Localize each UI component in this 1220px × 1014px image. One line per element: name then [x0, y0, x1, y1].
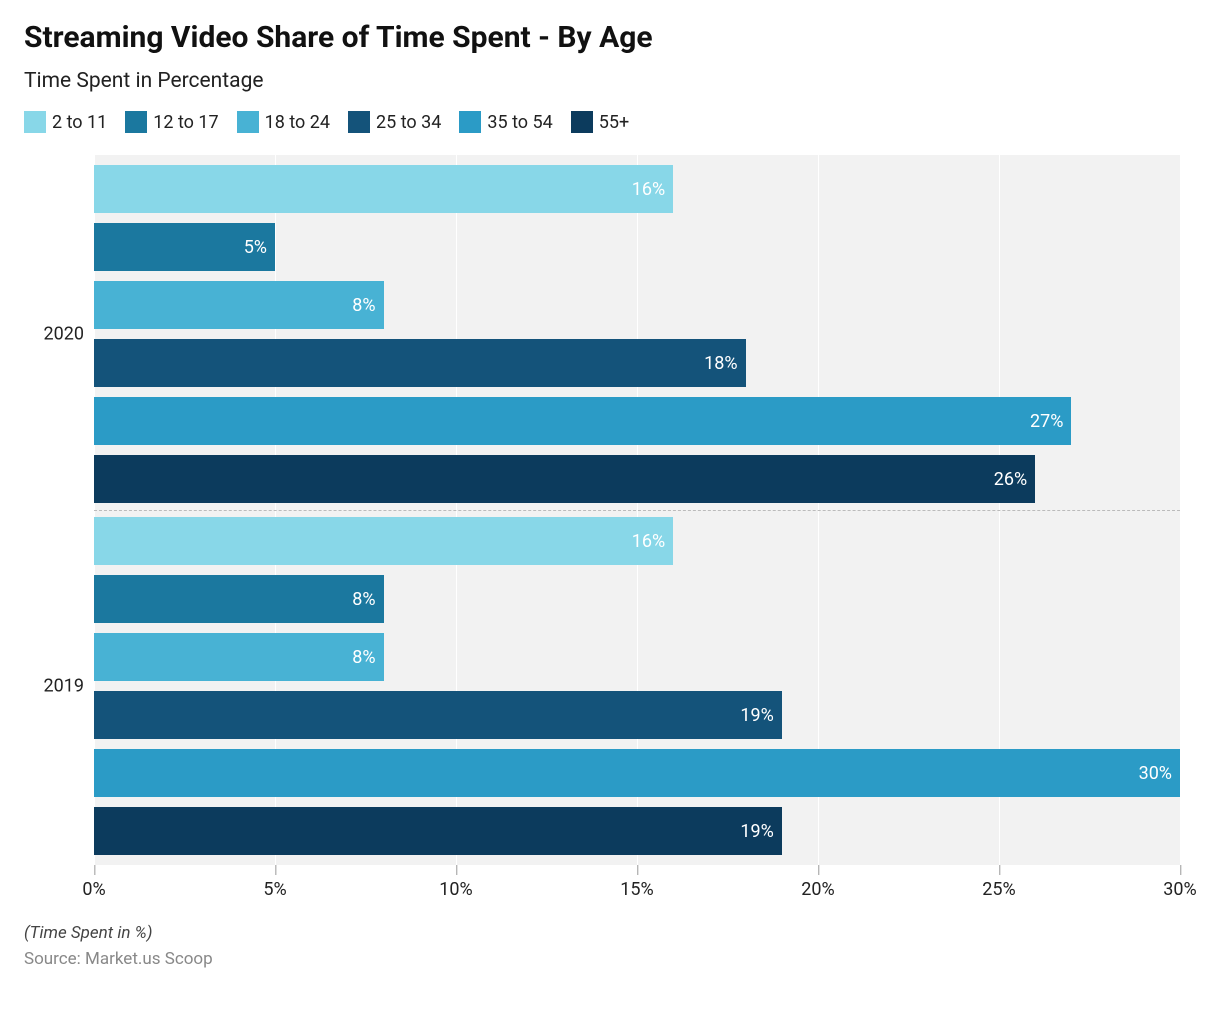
legend-item: 18 to 24: [237, 111, 330, 133]
gridline: [1180, 155, 1181, 865]
bar: 8%: [94, 633, 384, 681]
legend-label: 55+: [599, 112, 629, 133]
legend-label: 2 to 11: [52, 112, 107, 133]
legend-swatch: [571, 111, 593, 133]
legend-label: 12 to 17: [153, 112, 218, 133]
legend-item: 12 to 17: [125, 111, 218, 133]
bar: 16%: [94, 517, 673, 565]
legend-swatch: [125, 111, 147, 133]
legend-swatch: [237, 111, 259, 133]
y-axis-category-label: 2020: [24, 324, 84, 345]
footer-note: (Time Spent in %): [24, 923, 1200, 943]
group-divider: [94, 510, 1180, 511]
chart-title: Streaming Video Share of Time Spent - By…: [24, 20, 1200, 55]
legend-label: 18 to 24: [265, 112, 330, 133]
bar: 18%: [94, 339, 746, 387]
bar: 19%: [94, 807, 782, 855]
bar: 26%: [94, 455, 1035, 503]
bar: 5%: [94, 223, 275, 271]
x-axis-tick-label: 30%: [1163, 865, 1196, 900]
bar: 16%: [94, 165, 673, 213]
x-axis-tick-label: 25%: [982, 865, 1015, 900]
x-axis-tick-label: 0%: [82, 865, 105, 900]
legend-item: 2 to 11: [24, 111, 107, 133]
bar: 30%: [94, 749, 1180, 797]
bar: 27%: [94, 397, 1071, 445]
legend-swatch: [459, 111, 481, 133]
legend-label: 35 to 54: [487, 112, 552, 133]
legend-item: 35 to 54: [459, 111, 552, 133]
x-axis-tick-label: 20%: [801, 865, 834, 900]
x-axis-tick-label: 5%: [263, 865, 286, 900]
legend-label: 25 to 34: [376, 112, 441, 133]
footer-source: Source: Market.us Scoop: [24, 949, 1200, 969]
x-axis-tick-label: 10%: [439, 865, 472, 900]
bar: 8%: [94, 575, 384, 623]
legend: 2 to 11 12 to 17 18 to 24 25 to 34 35 to 54 5…: [24, 111, 1200, 133]
legend-item: 55+: [571, 111, 629, 133]
chart-plot-area: 202016%5%8%18%27%26%201916%8%8%19%30%19%: [94, 155, 1180, 865]
legend-swatch: [24, 111, 46, 133]
x-axis-tick-label: 15%: [620, 865, 653, 900]
bar: 8%: [94, 281, 384, 329]
y-axis-category-label: 2019: [24, 676, 84, 697]
legend-swatch: [348, 111, 370, 133]
bar: 19%: [94, 691, 782, 739]
legend-item: 25 to 34: [348, 111, 441, 133]
chart-subtitle: Time Spent in Percentage: [24, 69, 1200, 93]
x-axis: 0%5%10%15%20%25%30%: [94, 865, 1180, 909]
